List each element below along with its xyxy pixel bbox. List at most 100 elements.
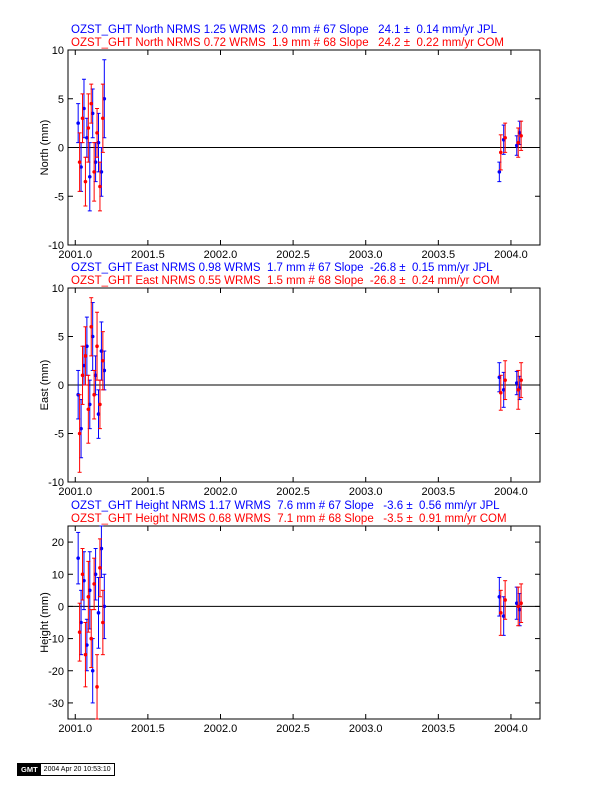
height-xtick-label: 2004.0 [494, 723, 528, 735]
north-data-point [95, 131, 99, 135]
north-ytick-label: 0 [58, 143, 64, 155]
height-data-point [85, 643, 89, 647]
north-xtick-label: 2003.5 [422, 249, 456, 261]
height-ytick-label: 10 [52, 569, 64, 581]
north-title-jpl: OZST_GHT North NRMS 1.25 WRMS 2.0 mm # 6… [71, 24, 497, 36]
east-data-point [503, 378, 507, 382]
height-ytick-label: -30 [48, 698, 64, 710]
east-data-point [83, 354, 88, 358]
north-data-point [86, 126, 91, 130]
east-data-point [516, 388, 521, 392]
east-data-point [82, 363, 86, 368]
north-data-point [498, 150, 503, 155]
east-ytick-label: 10 [52, 283, 64, 295]
height-data-point [77, 630, 82, 634]
height-xtick-label: 2001.5 [131, 723, 165, 735]
height-data-point [501, 614, 506, 618]
height-data-point [516, 604, 521, 609]
north-data-point [102, 96, 107, 101]
east-title-jpl: OZST_GHT East NRMS 0.98 WRMS 1.7 mm # 67… [71, 262, 493, 274]
north-data-point [101, 116, 105, 121]
east-data-point [519, 378, 523, 382]
height-xtick-label: 2002.5 [276, 723, 310, 735]
height-xtick-label: 2001.0 [58, 723, 92, 735]
height-data-point [95, 685, 99, 689]
north-xtick-label: 2003.0 [349, 249, 383, 261]
height-data-point [87, 588, 92, 593]
east-xtick-label: 2003.0 [349, 486, 383, 498]
east-ytick-label: 0 [58, 380, 64, 392]
height-xtick-label: 2002.0 [204, 723, 238, 735]
north-data-point [85, 135, 89, 140]
height-ylabel: Height (mm) [39, 592, 51, 653]
height-ytick-label: 0 [58, 601, 64, 613]
east-ytick-label: -5 [54, 429, 64, 441]
east-data-point [92, 392, 96, 397]
east-xtick-label: 2004.0 [494, 486, 528, 498]
north-ytick-label: -10 [48, 240, 64, 252]
north-data-point [99, 170, 104, 174]
north-data-point [90, 111, 95, 116]
height-title-com: OZST_GHT Height NRMS 0.68 WRMS 7.1 mm # … [71, 513, 507, 525]
north-xtick-label: 2004.0 [494, 249, 528, 261]
north-data-point [80, 116, 85, 121]
height-data-point [101, 620, 105, 625]
east-data-point [96, 412, 101, 416]
north-data-point [92, 170, 96, 174]
height-data-point [96, 611, 101, 615]
north-data-point [77, 160, 82, 164]
height-xtick-label: 2003.5 [422, 723, 456, 735]
height-data-point [497, 594, 502, 599]
north-data-point [96, 140, 101, 145]
height-xtick-label: 2003.0 [349, 723, 383, 735]
east-ytick-label: -10 [48, 477, 64, 489]
east-data-point [87, 402, 92, 407]
height-ytick-label: -20 [48, 666, 64, 678]
east-xtick-label: 2003.5 [422, 486, 456, 498]
north-data-point [76, 121, 80, 125]
height-data-point [517, 607, 522, 612]
height-data-point [514, 601, 519, 605]
height-ytick-label: 20 [52, 537, 64, 549]
north-ytick-label: -5 [54, 191, 64, 203]
height-data-point [80, 572, 85, 577]
height-data-point [89, 636, 94, 641]
north-data-point [79, 165, 83, 169]
north-data-point [98, 184, 102, 189]
east-xtick-label: 2001.0 [58, 486, 92, 498]
north-ylabel: North (mm) [39, 120, 51, 176]
east-data-point [79, 426, 83, 431]
east-data-point [98, 402, 102, 407]
north-data-point [87, 174, 92, 179]
height-data-point [93, 572, 98, 577]
north-data-point [503, 135, 507, 140]
east-data-point [498, 390, 503, 395]
height-data-point [519, 601, 523, 605]
height-data-point [82, 578, 86, 583]
north-title-com: OZST_GHT North NRMS 0.72 WRMS 1.9 mm # 6… [71, 37, 504, 49]
height-data-point [79, 620, 83, 625]
east-data-point [101, 358, 105, 363]
east-data-point [102, 368, 107, 373]
east-data-point [497, 375, 502, 380]
height-data-point [76, 556, 80, 560]
east-data-point [514, 381, 519, 385]
north-data-point [82, 106, 86, 111]
north-xtick-label: 2002.0 [204, 249, 238, 261]
height-data-point [98, 566, 102, 570]
height-data-point [92, 582, 96, 586]
north-xtick-label: 2001.0 [58, 249, 92, 261]
height-plot-frame [67, 525, 541, 720]
height-data-point [99, 546, 104, 551]
north-data-point [83, 179, 88, 184]
north-data-point [497, 170, 502, 174]
east-data-point [99, 349, 104, 353]
north-ytick-label: 5 [58, 94, 64, 106]
gmt-timestamp: GMT 2004 Apr 20 10:53:10 [17, 763, 115, 776]
north-data-point [514, 143, 519, 148]
east-ylabel: East (mm) [39, 360, 51, 411]
east-xtick-label: 2002.5 [276, 486, 310, 498]
height-ytick-label: -10 [48, 634, 64, 646]
north-data-point [93, 160, 98, 164]
